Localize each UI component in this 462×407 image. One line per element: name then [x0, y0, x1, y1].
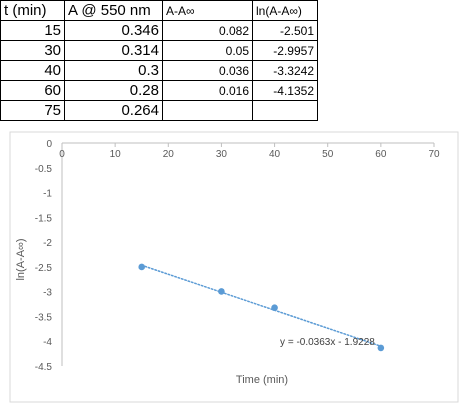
trendline-equation: y = -0.0363x - 1.9228	[280, 337, 375, 348]
x-tick-label: 0	[59, 149, 65, 160]
x-tick-label: 40	[269, 149, 281, 160]
x-axis-title: Time (min)	[236, 374, 288, 386]
cell[interactable]: 60	[0, 80, 65, 101]
x-tick-label: 10	[110, 149, 122, 160]
x-tick-label: 60	[375, 149, 387, 160]
y-tick-label: 0	[46, 139, 52, 150]
cell[interactable]: 15	[0, 20, 65, 41]
data-table: t (min) A @ 550 nm A-A∞ ln(A-A∞) 15 0.34…	[0, 0, 318, 121]
x-tick-label: 30	[216, 149, 228, 160]
y-tick-label: -2	[43, 238, 52, 249]
chart-area[interactable]	[9, 131, 459, 403]
table-row: 40 0.3 0.036 -3.3242	[0, 60, 318, 81]
x-tick-label: 50	[322, 149, 334, 160]
trendline	[140, 264, 382, 347]
cell[interactable]: 0.264	[64, 100, 163, 121]
cell[interactable]: 75	[0, 100, 65, 121]
cell[interactable]: -3.3242	[252, 60, 318, 81]
y-tick-label: -0.5	[35, 164, 53, 175]
y-tick-label: -3	[43, 288, 52, 299]
y-tick-label: -3.5	[35, 312, 53, 323]
table-row: 75 0.264	[0, 100, 318, 121]
y-axis-title: ln(A-A∞)	[15, 238, 27, 280]
cell[interactable]	[252, 100, 318, 121]
data-point	[218, 288, 225, 295]
data-point	[271, 304, 278, 312]
x-tick-label: 70	[428, 149, 440, 160]
x-tick-label: 20	[163, 149, 175, 160]
cell[interactable]: 0.314	[64, 40, 163, 61]
table-row: 60 0.28 0.016 -4.1352	[0, 80, 318, 101]
y-tick-label: -2.5	[35, 263, 53, 274]
y-tick-label: -1	[43, 189, 52, 200]
cell[interactable]: -4.1352	[252, 80, 318, 101]
y-tick-label: -4	[43, 337, 52, 348]
y-tick-label: -4.5	[35, 362, 53, 373]
cell[interactable]: 0.28	[64, 80, 163, 101]
cell[interactable]: 40	[0, 60, 65, 81]
table-row: 30 0.314 0.05 -2.9957	[0, 40, 318, 61]
data-point	[138, 263, 146, 271]
data-point	[377, 344, 385, 352]
plot-area: 0 10 20 30 40 50 60 70 0 -0.5 -1 -1.5 -2 -2.5 -3 -3.5 -4…	[15, 139, 440, 386]
y-tick-label: -1.5	[35, 213, 53, 224]
